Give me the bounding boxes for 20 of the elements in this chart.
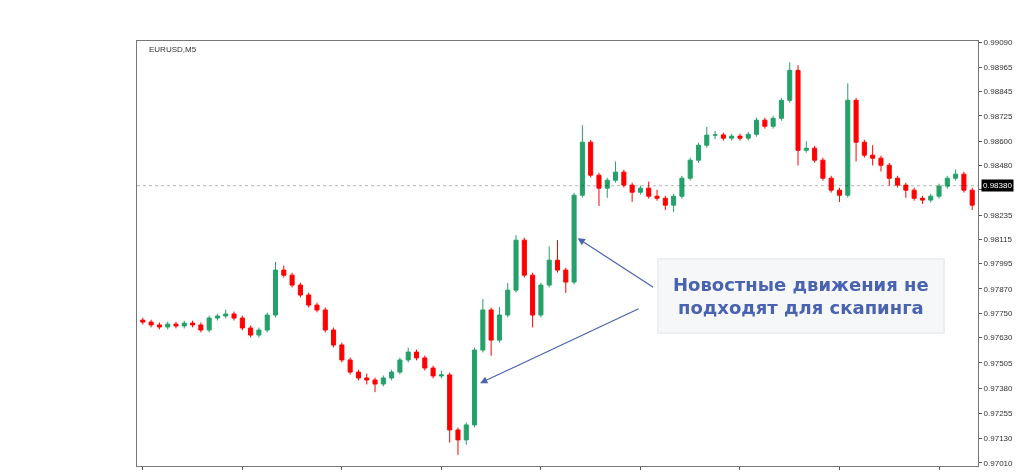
y-tick-label: 0.98845	[983, 87, 1014, 97]
y-tick-label: 0.97505	[983, 358, 1014, 368]
y-tick-label: 0.97255	[983, 409, 1014, 419]
annotation: Новостные движения не подходят для скапинга	[673, 274, 929, 319]
y-tick-label: 0.98235	[983, 210, 1014, 220]
y-tick-label: 0.97870	[983, 284, 1014, 294]
y-tick-label: 0.98600	[983, 136, 1014, 146]
y-tick-label: 0.98480	[983, 161, 1014, 171]
ref-line-label: 0.98380	[983, 181, 1013, 190]
y-tick-label: 0.97995	[983, 259, 1014, 269]
y-tick-label: 0.97630	[983, 333, 1014, 343]
y-tick-label: 0.98725	[983, 111, 1014, 121]
text: EURUSD,M5	[149, 45, 197, 54]
y-tick-label: 0.98965	[983, 63, 1014, 73]
y-tick-label: 0.99090	[983, 37, 1014, 47]
y-tick-label: 0.97380	[983, 383, 1014, 393]
y-tick-label: 0.98115	[983, 235, 1013, 245]
y-tick-label: 0.97130	[983, 434, 1014, 444]
y-tick-label: 0.97010	[983, 458, 1014, 468]
y-tick-label: 0.97750	[983, 309, 1014, 318]
